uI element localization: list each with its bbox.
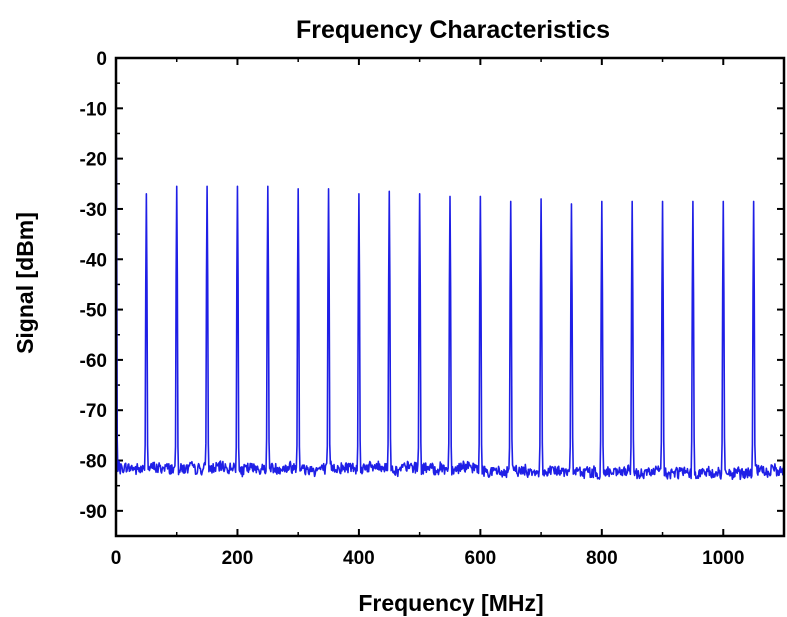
xtick-label-3: 600 [465,548,497,569]
ytick-label-7: -70 [80,401,107,422]
xtick-label-4: 800 [586,548,618,569]
ytick-label-5: -50 [80,301,107,322]
plot-area [115,98,785,481]
chart-title: Frequency Characteristics [296,16,610,44]
xtick-label-5: 1000 [702,548,744,569]
signal-line [115,98,785,481]
ytick-label-9: -90 [80,502,107,523]
ytick-label-0: 0 [96,49,107,70]
y-axis-label: Signal [dBm] [12,212,38,354]
ytick-label-1: -10 [80,99,107,120]
xtick-label-0: 0 [111,548,122,569]
plot-frame [114,56,786,538]
xtick-labels: 0 200 400 600 800 1000 [111,548,745,569]
ytick-label-8: -80 [80,452,107,473]
ytick-label-6: -60 [80,351,107,372]
xtick-label-2: 400 [343,548,375,569]
ytick-label-4: -40 [80,250,107,271]
ytick-label-3: -30 [80,200,107,221]
ytick-labels: 0 -10 -20 -30 -40 -50 -60 -70 -80 -90 [80,49,107,523]
ytick-label-2: -20 [80,150,107,171]
x-axis-label: Frequency [MHz] [358,590,543,616]
xtick-label-1: 200 [222,548,254,569]
